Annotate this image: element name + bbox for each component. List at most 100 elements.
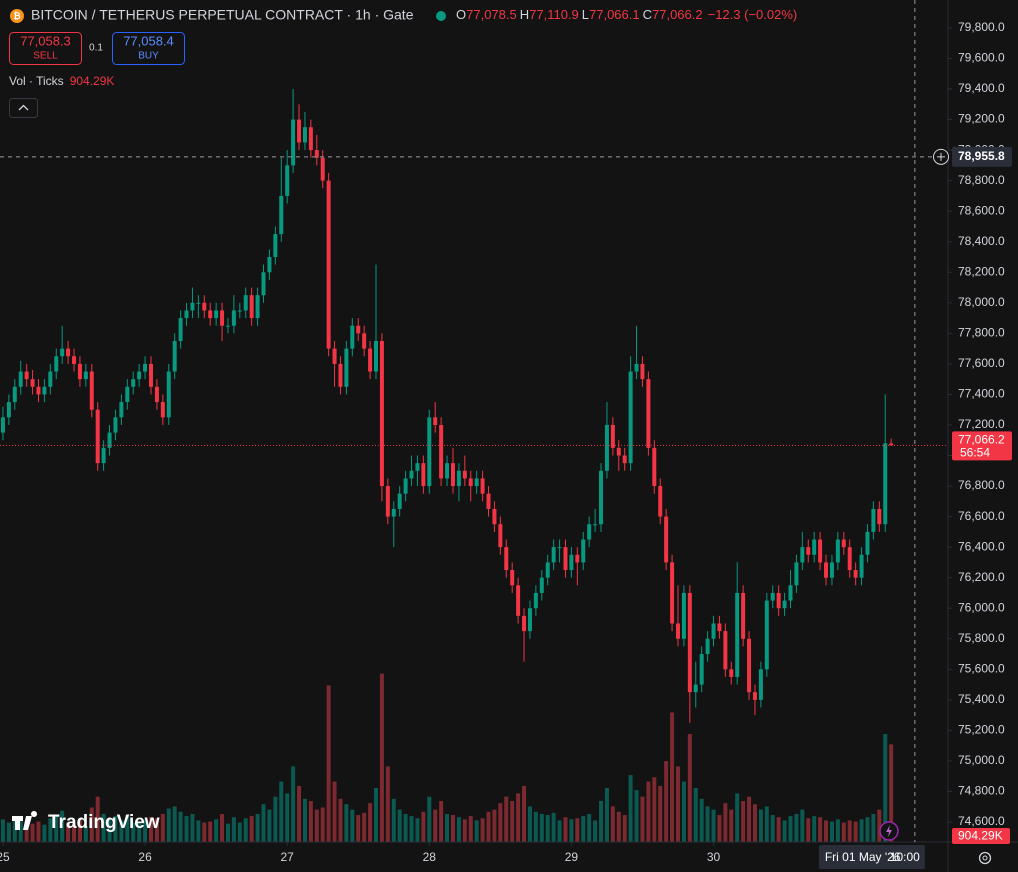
candle-body bbox=[178, 318, 183, 341]
volume-bar bbox=[72, 823, 77, 842]
candle-body bbox=[859, 554, 864, 578]
candle-body bbox=[450, 463, 455, 487]
volume-bar bbox=[563, 817, 568, 842]
volume-bar bbox=[214, 819, 219, 842]
volume-bar bbox=[758, 809, 763, 842]
y-tick-label: 76,600.0 bbox=[958, 509, 1005, 523]
y-tick-label: 74,600.0 bbox=[958, 814, 1005, 828]
candle-body bbox=[741, 592, 746, 639]
volume-bar bbox=[829, 821, 834, 842]
coin-icon bbox=[10, 9, 24, 23]
y-tick-label: 79,800.0 bbox=[958, 20, 1005, 34]
volume-bar bbox=[172, 806, 177, 842]
candle-body bbox=[486, 493, 491, 509]
candle-body bbox=[853, 570, 858, 578]
volume-bar bbox=[622, 815, 627, 842]
y-tick-label: 76,800.0 bbox=[958, 478, 1005, 492]
candle-body bbox=[752, 692, 757, 700]
volume-bar bbox=[403, 813, 408, 842]
candle-body bbox=[794, 562, 799, 586]
candle-body bbox=[433, 417, 438, 425]
volume-label: 904.29K bbox=[958, 829, 1003, 843]
candle-body bbox=[332, 348, 337, 364]
candle-body bbox=[24, 371, 29, 380]
candle-body bbox=[735, 592, 740, 677]
y-tick-label: 78,000.0 bbox=[958, 295, 1005, 309]
volume-bar bbox=[125, 815, 130, 842]
volume-bar bbox=[160, 813, 165, 842]
volume-bar bbox=[670, 712, 675, 842]
volume-bar bbox=[747, 796, 752, 842]
volume-bar bbox=[752, 804, 757, 842]
candle-body bbox=[675, 623, 680, 639]
volume-bar bbox=[824, 820, 829, 842]
volume-bar bbox=[634, 790, 639, 842]
candle-body bbox=[717, 623, 722, 632]
candle-body bbox=[137, 371, 142, 380]
candle-body bbox=[143, 363, 148, 372]
sell-button[interactable] bbox=[9, 32, 82, 65]
symbol-title: BITCOIN / TETHERUS PERPETUAL CONTRACT · … bbox=[31, 7, 414, 23]
volume-bar bbox=[859, 819, 864, 842]
last-price-label: 77,066.2 bbox=[958, 433, 1005, 447]
candle-body bbox=[504, 547, 509, 571]
x-tick-label: 28 bbox=[423, 850, 437, 864]
volume-bar bbox=[166, 808, 171, 842]
volume-bar bbox=[569, 819, 574, 842]
volume-bar bbox=[24, 825, 29, 842]
volume-bar bbox=[107, 818, 112, 842]
buy-button[interactable] bbox=[112, 32, 185, 65]
volume-bar bbox=[545, 815, 550, 842]
candle-body bbox=[95, 409, 100, 464]
volume-bar bbox=[741, 800, 746, 842]
volume-legend: Vol · Ticks 904.29K bbox=[9, 74, 114, 88]
candle-body bbox=[812, 539, 817, 555]
volume-bar bbox=[687, 734, 692, 842]
market-status bbox=[436, 11, 446, 21]
volume-bar bbox=[0, 819, 5, 842]
candle-body bbox=[72, 356, 77, 364]
volume-bar bbox=[154, 818, 159, 842]
candle-body bbox=[829, 562, 834, 578]
l-value: 77,066.1 bbox=[589, 7, 640, 22]
candle-body bbox=[551, 547, 556, 563]
volume-bar bbox=[664, 761, 669, 842]
crosshair-add-plus bbox=[937, 152, 945, 161]
settings-center bbox=[982, 855, 988, 861]
volume-bar bbox=[699, 798, 704, 842]
candle-body bbox=[403, 478, 408, 494]
candle-body bbox=[267, 256, 272, 273]
candle-body bbox=[196, 302, 201, 304]
candle-body bbox=[48, 371, 53, 387]
y-tick-label: 78,400.0 bbox=[958, 234, 1005, 248]
candle-body bbox=[166, 371, 171, 418]
candle-body bbox=[516, 585, 521, 616]
spread: 0.1 bbox=[89, 43, 103, 54]
volume-bar bbox=[474, 820, 479, 842]
candle-body bbox=[883, 443, 888, 525]
candle-body bbox=[687, 592, 692, 693]
settings-icon[interactable] bbox=[978, 851, 992, 865]
candle-body bbox=[764, 600, 769, 670]
candle-body bbox=[670, 562, 675, 624]
candle-body bbox=[30, 379, 35, 387]
volume-bar bbox=[599, 800, 604, 842]
candle-body bbox=[539, 577, 544, 593]
candle-body bbox=[190, 302, 195, 311]
candle-body bbox=[729, 669, 734, 677]
candle-body bbox=[225, 325, 230, 327]
volume-value: 904.29K bbox=[70, 74, 115, 88]
volume-bar bbox=[610, 806, 615, 842]
candle-body bbox=[231, 310, 236, 326]
volume-bar bbox=[439, 800, 444, 842]
volume-bar bbox=[877, 809, 882, 842]
volume-bar bbox=[255, 813, 260, 842]
collapse-button[interactable] bbox=[9, 98, 38, 118]
candle-body bbox=[160, 402, 165, 418]
candle-body bbox=[581, 539, 586, 563]
candle-body bbox=[522, 615, 527, 632]
last-price-box bbox=[952, 431, 1012, 461]
candle-body bbox=[172, 340, 177, 372]
h-value: 77,110.9 bbox=[529, 7, 579, 22]
y-tick-label: 76,400.0 bbox=[958, 539, 1005, 553]
